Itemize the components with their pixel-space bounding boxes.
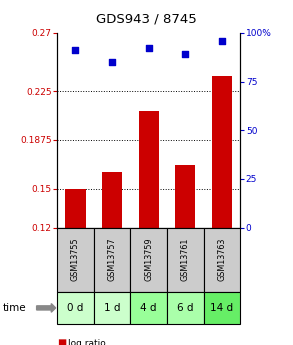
Point <box>146 46 151 51</box>
Point <box>110 59 114 65</box>
Text: 14 d: 14 d <box>210 303 234 313</box>
Bar <box>65 189 86 228</box>
Text: GSM13757: GSM13757 <box>108 238 117 282</box>
Text: 1 d: 1 d <box>104 303 120 313</box>
Bar <box>102 172 122 228</box>
Text: GSM13755: GSM13755 <box>71 238 80 282</box>
Text: 0 d: 0 d <box>67 303 84 313</box>
Text: 4 d: 4 d <box>140 303 157 313</box>
Text: ■: ■ <box>57 338 67 345</box>
Text: 6 d: 6 d <box>177 303 194 313</box>
Text: time: time <box>3 303 27 313</box>
Bar <box>175 165 195 228</box>
Point <box>183 51 188 57</box>
Text: GSM13763: GSM13763 <box>217 238 226 281</box>
Point <box>73 48 78 53</box>
Text: GSM13759: GSM13759 <box>144 238 153 282</box>
Text: GSM13761: GSM13761 <box>181 238 190 281</box>
Text: GDS943 / 8745: GDS943 / 8745 <box>96 12 197 25</box>
Point <box>220 38 224 43</box>
Text: log ratio: log ratio <box>68 339 106 345</box>
Bar <box>212 76 232 228</box>
Bar <box>139 111 159 228</box>
